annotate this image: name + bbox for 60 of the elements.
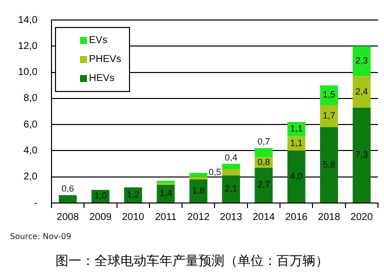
y-tick-label: 10,0: [18, 67, 38, 78]
bar: [254, 148, 273, 158]
data-label: 0,7: [257, 136, 270, 147]
y-tick-label: 2,0: [24, 172, 38, 183]
data-label: 1,5: [322, 90, 336, 100]
y-tick-label: 12,0: [18, 40, 38, 52]
data-label: 5,8: [322, 159, 336, 170]
bar: [189, 176, 208, 180]
bar: [352, 76, 371, 108]
x-tick-label: 2013: [220, 212, 243, 223]
data-label: 1,2: [126, 189, 140, 200]
bar: [352, 46, 371, 76]
bar: [222, 176, 240, 202]
data-label: 1,8: [192, 185, 205, 196]
bar: [320, 104, 338, 128]
data-label: 2,3: [355, 56, 368, 66]
data-label: 2,4: [355, 86, 368, 96]
y-tick-label: 14,0: [18, 14, 38, 26]
data-label: 0,6: [62, 184, 74, 194]
bar: [320, 85, 338, 105]
x-tick-label: 2010: [122, 212, 145, 223]
x-tick-label: 2016: [285, 212, 308, 223]
x-tick-label: 2008: [56, 212, 80, 223]
data-label: 7,3: [355, 150, 368, 160]
y-tick-label: 6,0: [24, 119, 38, 130]
source-note: Source: Nov-09: [10, 232, 72, 241]
data-label: 0,8: [257, 156, 270, 167]
legend-label: EVs: [89, 34, 108, 48]
x-tick-label: 2018: [318, 212, 341, 223]
x-tick-label: 2012: [187, 212, 210, 223]
x-tick-label: 2020: [350, 212, 374, 223]
data-label: 0,4: [224, 152, 238, 162]
bar: [254, 168, 273, 202]
bar: [189, 172, 208, 177]
bar: [156, 180, 175, 184]
data-label: 1,1: [290, 138, 303, 148]
legend-label: HEVs: [89, 72, 115, 86]
bar: [287, 150, 306, 202]
bar: [352, 108, 371, 202]
data-label: 1,1: [290, 124, 303, 134]
legend-label: PHEVs: [89, 53, 122, 67]
bar: [222, 164, 240, 170]
data-label: 1,4: [159, 188, 172, 198]
data-label: 2,1: [224, 184, 238, 194]
y-tick-label: -: [34, 198, 38, 209]
x-tick-label: 2014: [252, 212, 276, 223]
data-label: 1,7: [322, 110, 336, 121]
y-tick-label: 4,0: [24, 145, 38, 156]
bar: [189, 179, 208, 202]
x-tick-label: 2011: [154, 212, 177, 223]
bar: [222, 169, 240, 176]
data-label: 2,7: [257, 180, 270, 190]
text: 图一：全球电动车年产量预测（单位：百万辆）: [54, 253, 330, 270]
bar: [58, 195, 77, 202]
data-label: 0,5: [208, 166, 222, 177]
y-tick-label: 8,0: [24, 93, 38, 104]
data-label: 4,0: [290, 171, 303, 182]
x-tick-label: 2009: [89, 212, 112, 223]
bar: [320, 127, 338, 202]
data-label: 1,0: [94, 190, 107, 201]
